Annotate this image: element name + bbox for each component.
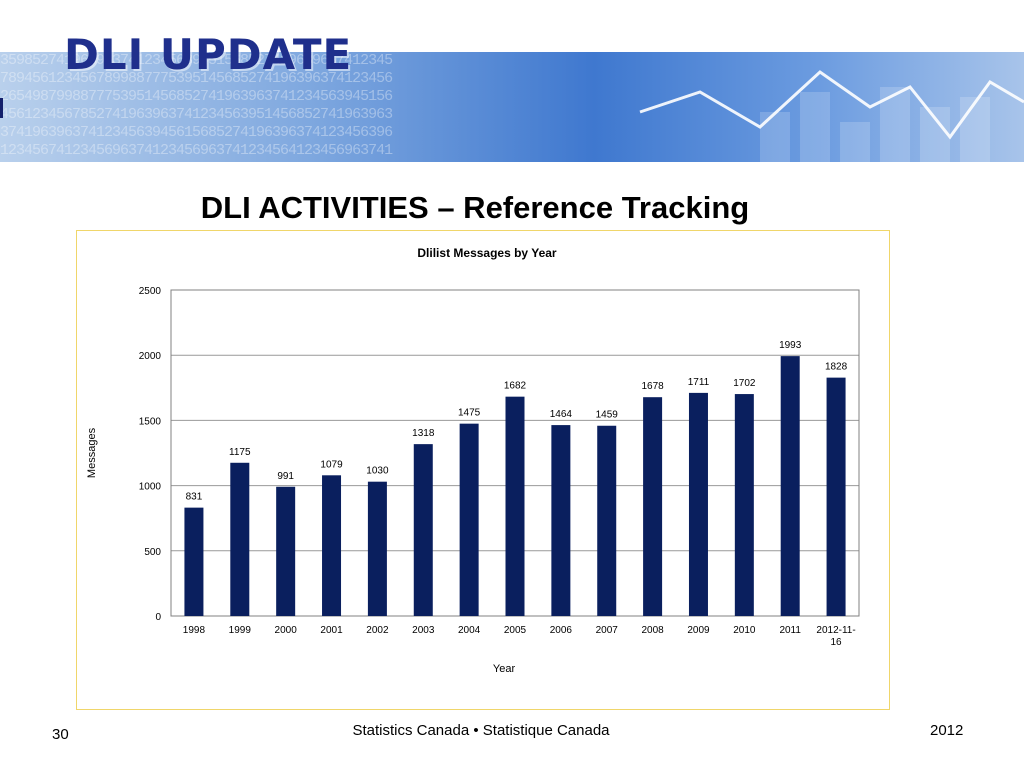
- data-label: 1464: [550, 409, 573, 420]
- bar-2005: [505, 396, 525, 616]
- data-label: 1475: [458, 408, 481, 419]
- left-edge-marker: [0, 98, 3, 118]
- chart-container: Dlilist Messages by Year 0 500 1000 1500 2000…: [76, 230, 890, 710]
- x-tick-label: 2001: [320, 625, 343, 636]
- x-tick-label: 1999: [229, 625, 252, 636]
- bar-2011: [780, 356, 800, 616]
- y-tick-label: 0: [155, 612, 161, 623]
- y-tick-label: 1000: [139, 482, 162, 493]
- y-axis-label: Messages: [86, 427, 98, 478]
- bar-2002: [367, 481, 387, 616]
- data-label: 1459: [596, 410, 619, 421]
- bar-1998: [184, 507, 204, 616]
- x-tick-label: 2006: [550, 625, 573, 636]
- bar-2012-11-16: [826, 377, 846, 616]
- slide-title: DLI UPDATE: [64, 30, 353, 79]
- x-axis-label: Year: [493, 663, 516, 675]
- banner-graph-decoration: [639, 70, 1024, 162]
- data-label: 1682: [504, 381, 527, 392]
- data-label: 1702: [733, 378, 756, 389]
- x-tick-label-cont: 16: [831, 637, 843, 648]
- bar-2010: [734, 394, 754, 616]
- y-tick-label: 2000: [139, 351, 162, 362]
- footer-organization: Statistics Canada • Statistique Canada: [352, 722, 610, 739]
- data-label: 831: [186, 492, 203, 503]
- slide-subtitle: DLI ACTIVITIES – Reference Tracking: [200, 190, 750, 225]
- data-label: 1678: [641, 381, 664, 392]
- x-tick-label: 2004: [458, 625, 481, 636]
- bar-2003: [413, 444, 433, 616]
- data-label: 1993: [779, 340, 802, 351]
- bar-2000: [276, 486, 296, 616]
- y-tick-label: 500: [144, 547, 161, 558]
- x-tick-label: 2008: [641, 625, 664, 636]
- x-tick-label: 2000: [275, 625, 298, 636]
- x-tick-label: 2010: [733, 625, 756, 636]
- bar-2009: [688, 392, 708, 616]
- x-tick-label: 2009: [687, 625, 710, 636]
- x-tick-label: 2007: [596, 625, 619, 636]
- banner-digit-texture: 3598527419639637412345639451568527419639…: [0, 52, 393, 159]
- x-tick-label: 2005: [504, 625, 527, 636]
- data-label: 1828: [825, 362, 848, 373]
- page-number: 30: [52, 726, 69, 743]
- header-banner: 3598527419639637412345639451568527419639…: [0, 52, 1024, 162]
- data-label: 1030: [366, 466, 389, 477]
- x-tick-label: 2002: [366, 625, 389, 636]
- x-tick-label: 2003: [412, 625, 435, 636]
- y-tick-label: 1500: [139, 416, 162, 427]
- x-tick-label: 2012-11-: [816, 625, 855, 636]
- data-label: 1711: [688, 377, 710, 388]
- bar-2008: [643, 397, 663, 616]
- bar-2007: [597, 425, 617, 616]
- bar-2001: [322, 475, 342, 616]
- data-label: 1318: [412, 428, 435, 439]
- chart-title: Dlilist Messages by Year: [417, 246, 557, 260]
- x-tick-label: 2011: [779, 625, 801, 636]
- data-label: 991: [277, 471, 294, 482]
- bar-1999: [230, 462, 250, 616]
- y-tick-label: 2500: [139, 286, 162, 297]
- bar-chart: Dlilist Messages by Year 0 500 1000 1500 2000…: [86, 246, 860, 675]
- data-label: 1175: [229, 447, 251, 458]
- bar-2004: [459, 423, 479, 616]
- bar-2006: [551, 425, 571, 616]
- data-label: 1079: [320, 459, 343, 470]
- footer-year: 2012: [930, 722, 964, 739]
- x-tick-label: 1998: [183, 625, 206, 636]
